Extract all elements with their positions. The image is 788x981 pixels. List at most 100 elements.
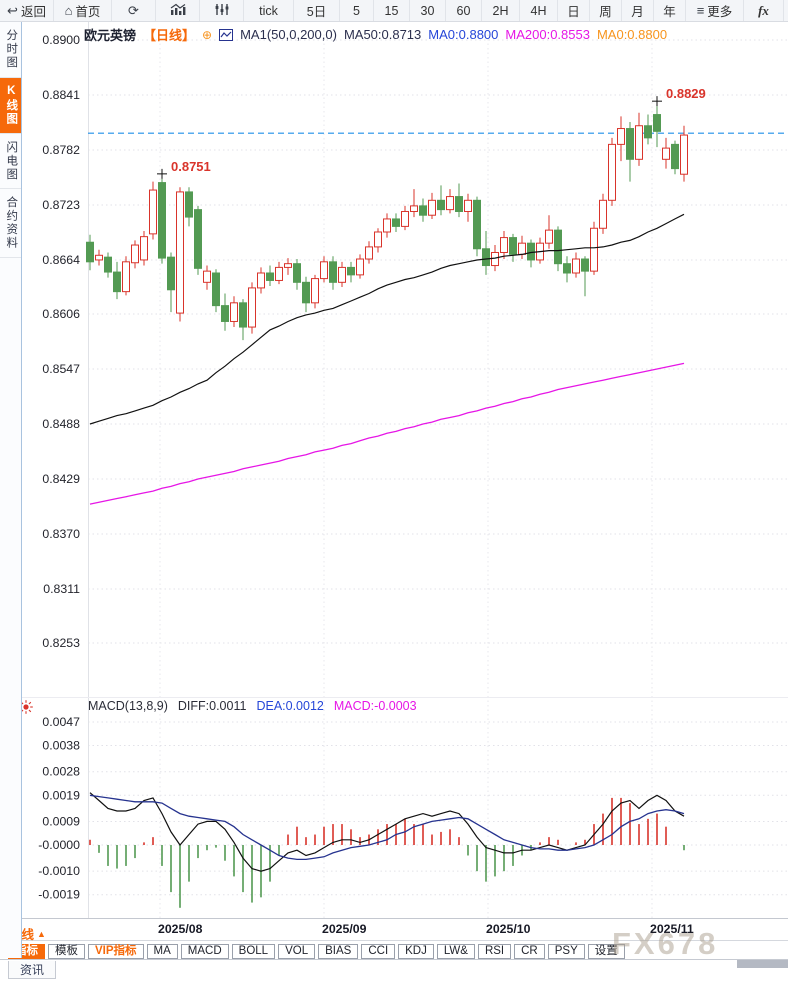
tab-cci[interactable]: CCI [361,944,396,959]
candle-chart-type-button[interactable] [200,0,244,21]
price-axis-label: 0.8311 [43,582,80,596]
interval-tick-button[interactable]: tick [244,0,294,21]
interval-week-button-label: 周 [599,5,612,19]
home-button[interactable]: ⌂ 首页 [54,0,112,21]
tab-psy[interactable]: PSY [547,944,585,959]
candle-down [644,125,652,139]
candle-down [167,256,175,291]
tab-template[interactable]: 模板 [48,944,85,959]
macd-axis-label: -0.0000 [38,838,80,852]
interval-15-button[interactable]: 15 [374,0,410,21]
candle-down [239,302,247,328]
tab-ma[interactable]: MA [146,944,178,959]
candle-up [608,143,616,201]
high-price-annotation: 0.8829 [666,86,706,101]
bar-chart-type-button[interactable] [156,0,200,21]
candle-down [455,196,463,212]
high-price-annotation: 0.8751 [171,159,211,174]
macd-header: MACD(13,8,9) DIFF:0.0011 DEA:0.0012 MACD… [88,699,417,713]
chart-type-sidebar: 分时图 K线图 闪电图 合约资料 [0,22,22,958]
fx-indicator-button[interactable]: fx [744,0,784,21]
news-tab[interactable]: 资讯 [8,961,56,979]
more-button[interactable]: ≡ 更多 [686,0,744,21]
tab-bias[interactable]: BIAS [318,944,359,959]
candle-up [518,242,526,255]
candle-up [374,231,382,248]
candle-up [257,272,265,289]
candle-up [590,227,598,272]
candle-up [122,261,130,293]
interval-30-button[interactable]: 30 [410,0,446,21]
tab-rsi[interactable]: RSI [477,944,512,959]
candle-up [131,244,139,264]
candle-up [599,199,607,229]
interval-60-button[interactable]: 60 [446,0,482,21]
sidebar-item-kline-chart[interactable]: K线图 [0,77,21,134]
interval-week-button[interactable]: 周 [590,0,622,21]
tab-vip-indicator[interactable]: VIP指标 [88,944,144,959]
horizontal-scrollbar-thumb[interactable] [737,960,788,968]
candle-up [428,199,436,216]
fx678-watermark: FX678 [612,926,719,961]
candle-down [563,263,571,274]
price-axis-label: 0.8782 [42,143,80,157]
candle-up [572,258,580,274]
candle-up [338,266,346,283]
candle-down [671,143,679,170]
tab-lw[interactable]: LW& [436,944,475,959]
interval-2h-button-label: 2H [492,3,509,18]
candle-up [491,251,499,267]
tab-boll[interactable]: BOLL [231,944,276,959]
interval-month-button[interactable]: 月 [622,0,654,21]
more-button-label: 更多 [707,5,733,19]
indicator-toolbar: 指标 模板 VIP指标 MA MACD BOLL VOL BIAS CCI KDJ LW& RSI CR… [8,944,625,959]
interval-month-button-label: 月 [631,5,644,19]
macd-diff-value: DIFF:0.0011 [177,699,247,713]
interval-4h-button[interactable]: 4H [520,0,558,21]
back-arrow-icon: ↩ [7,3,18,18]
refresh-button[interactable]: ⟳ [112,0,156,21]
macd-panel-sun-icon[interactable] [23,704,29,710]
add-overlay-icon[interactable]: ⊕ [202,27,213,42]
fx-indicator-button-label: fx [758,2,769,18]
sidebar-item-time-chart-label: 分时图 [5,29,18,70]
tab-cr[interactable]: CR [514,944,545,959]
tab-kdj[interactable]: KDJ [398,944,434,959]
candle-down [104,256,112,273]
candle-down [329,261,337,283]
candle-down [347,266,355,276]
macd-params-label: MACD(13,8,9) [88,699,168,713]
candle-down [266,272,274,281]
candle-up [311,278,319,304]
candle-up [248,287,256,328]
ma-params-label: MA1(50,0,200,0) [240,27,337,42]
candle-up [284,263,292,268]
sidebar-item-contract-info[interactable]: 合约资料 [0,189,21,258]
tab-macd[interactable]: MACD [180,944,229,959]
candle-up [680,134,688,175]
interval-tick-button-label: tick [259,3,278,18]
overlay-chart-icon[interactable] [219,28,234,41]
price-axis-label: 0.8547 [42,362,80,376]
period-tag[interactable]: 【日线】 [143,28,196,43]
interval-year-button[interactable]: 年 [654,0,686,21]
interval-5-button[interactable]: 5 [340,0,374,21]
sidebar-item-time-chart[interactable]: 分时图 [0,22,21,78]
price-axis-label: 0.8841 [42,88,80,102]
interval-2h-button[interactable]: 2H [482,0,520,21]
tab-vol[interactable]: VOL [278,944,316,959]
date-axis-label: 2025/10 [486,922,531,936]
candle-down [554,229,562,265]
macd-axis-label: 0.0047 [42,715,80,729]
interval-day-button[interactable]: 日 [558,0,590,21]
interval-5d-button[interactable]: 5日 [294,0,340,21]
tab-settings[interactable]: 设置 [587,944,625,959]
interval-5-button-label: 5 [353,3,360,18]
macd-axis-label: 0.0038 [42,739,80,753]
home-icon: ⌂ [64,3,73,18]
back-button[interactable]: ↩ 返回 [0,0,54,21]
sidebar-item-lightning-chart[interactable]: 闪电图 [0,134,21,189]
macd-hist-value: MACD:-0.0003 [333,699,417,713]
